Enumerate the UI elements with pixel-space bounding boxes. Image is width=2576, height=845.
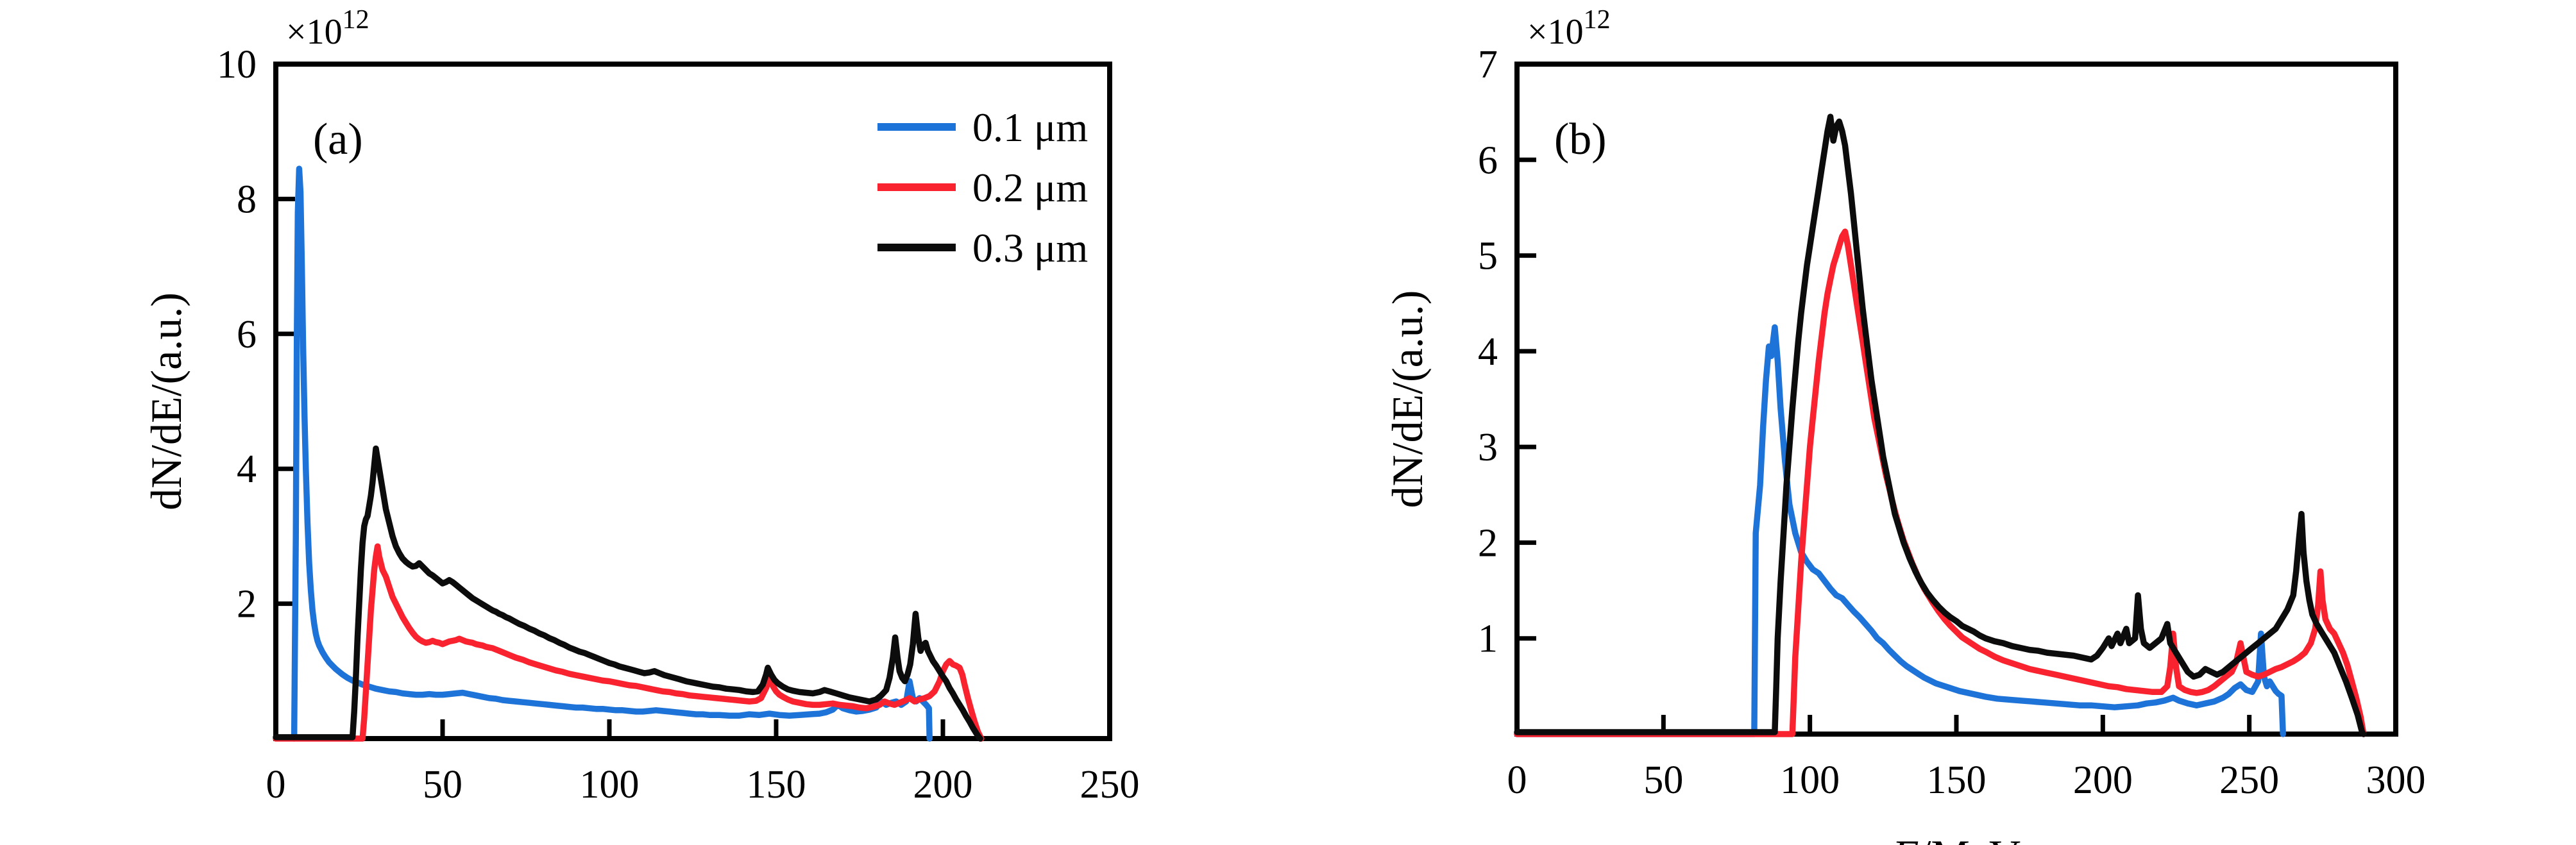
y-tick-label: 6: [237, 313, 257, 356]
legend-label-0p1um: 0.1 μm: [972, 105, 1088, 150]
x-tick-label: 100: [580, 763, 640, 807]
y-tick-label: 7: [1478, 43, 1498, 87]
panel-b: 0 50 100 150 200 250 300 1 2 3 4 5 6 7 ×1012 (b) E/MeV dN…: [1383, 5, 2426, 845]
axes-box: [273, 62, 1112, 741]
y-tick-label: 10: [217, 43, 257, 87]
x-tick-label: 0: [266, 763, 286, 807]
axes-box: [1514, 62, 2398, 737]
panel-tag: (b): [1554, 115, 1607, 164]
curve-0p3um: [273, 445, 983, 742]
y-tick-label: 4: [237, 448, 257, 491]
y-tick-label: 2: [237, 583, 257, 626]
x-axis-label: E/MeV: [628, 835, 757, 845]
x-tick-label: 150: [747, 763, 806, 807]
x-tick-label: 100: [1780, 758, 1840, 802]
panel-tag: (a): [313, 115, 363, 164]
x-axis-label: E/MeV: [1892, 831, 2021, 845]
x-tick-label: 250: [1080, 763, 1140, 807]
x-tick-label: 300: [2366, 758, 2426, 802]
curve-0p3um: [1514, 113, 2367, 737]
curve-0p1um: [291, 165, 933, 742]
y-tick-label: 5: [1478, 235, 1498, 278]
x-tick-label: 150: [1927, 758, 1987, 802]
x-tick-label: 0: [1507, 758, 1527, 802]
x-tick-label: 50: [423, 763, 462, 807]
panel-a: 0 50 100 150 200 250 2 4 6 8 10 ×1012 (a) E/MeV dN/dE/…: [142, 5, 1140, 845]
y-tick-label: 2: [1478, 521, 1498, 565]
axis-scale-label: ×1012: [1527, 5, 1611, 52]
y-tick-label: 3: [1478, 426, 1498, 469]
x-tick-label: 50: [1643, 758, 1683, 802]
x-tick-label: 200: [2073, 758, 2133, 802]
y-axis-label: dN/dE/(a.u.): [1383, 290, 1432, 508]
y-tick-label: 4: [1478, 330, 1498, 374]
axis-scale-label: ×1012: [286, 5, 369, 52]
legend-label-0p2um: 0.2 μm: [972, 165, 1088, 210]
y-tick-label: 6: [1478, 138, 1498, 182]
curve-0p1um: [1514, 324, 2286, 737]
curve-0p2um: [273, 543, 985, 742]
legend-label-0p3um: 0.3 μm: [972, 225, 1088, 271]
x-tick-label: 250: [2219, 758, 2279, 802]
y-tick-label: 1: [1478, 617, 1498, 661]
y-axis-label: dN/dE/(a.u.): [142, 292, 191, 510]
curve-0p2um: [1514, 228, 2367, 737]
x-tick-label: 200: [913, 763, 973, 807]
legend: 0.1 μm 0.2 μm 0.3 μm: [877, 105, 1088, 271]
y-tick-label: 8: [237, 178, 257, 221]
